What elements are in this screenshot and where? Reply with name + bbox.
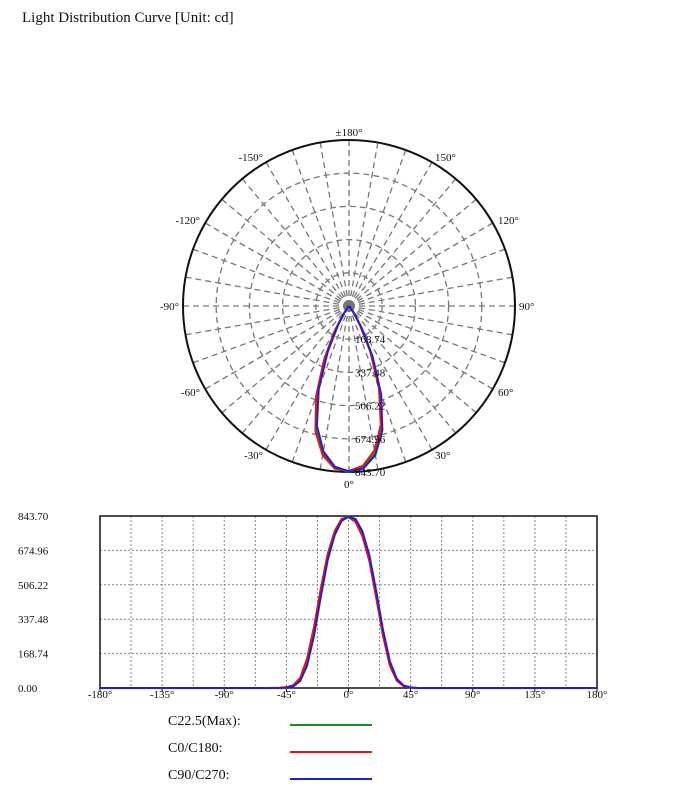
x-tick-label: 0° [344,689,354,701]
polar-ring-label: 674.96 [355,434,386,446]
polar-angle-label: 150° [435,152,456,164]
polar-angle-label: -60° [181,387,200,399]
polar-spoke [348,161,433,307]
x-tick-label: 90° [465,689,480,701]
polar-spoke [265,305,350,451]
polar-spoke [348,142,379,307]
polar-angle-label: 30° [435,450,450,462]
y-tick-label: 168.74 [18,649,49,661]
polar-spoke [348,178,457,307]
polar-spoke [204,222,350,307]
polar-angle-label: -30° [244,450,263,462]
polar-spoke [348,149,407,307]
y-tick-label: 506.22 [18,580,48,592]
polar-spoke [348,305,433,451]
polar-angle-label: -150° [238,152,263,164]
polar-spoke [319,305,350,470]
polar-spoke [348,305,506,364]
polar-spoke [348,198,477,307]
polar-spoke [291,149,350,307]
polar-spoke [319,142,350,307]
polar-spoke [185,305,350,336]
polar-spoke [221,305,350,414]
polar-ring [281,238,417,374]
polar-spoke [348,305,494,390]
polar-spoke [348,305,477,414]
polar-spoke [221,198,350,307]
polar-spoke [348,222,494,307]
chart-title: Light Distribution Curve [Unit: cd] [22,10,234,26]
polar-angle-label: -90° [160,301,179,313]
polar-ring-label: 337.48 [355,367,386,379]
polar-spoke [185,276,350,307]
polar-diagram: 168.74 337.48 506.22 674.96 843.70 ±180° 150° -… [160,127,534,491]
y-tick-label: 843.70 [18,511,49,523]
y-tick-label: 674.96 [18,545,49,557]
y-tick-label: 337.48 [18,614,49,626]
polar-angle-label: 120° [498,215,519,227]
x-tick-label: 45° [403,689,418,701]
polar-ring-label: 168.74 [355,334,386,346]
legend-swatch-c22-5 [290,724,372,726]
x-tick-label: 180° [587,689,608,701]
polar-angle-label: -120° [175,215,200,227]
cartesian-chart: 0.00 168.74 337.48 506.22 674.96 843.70 -180° -… [18,511,608,701]
polar-spoke [348,276,513,307]
polar-spoke [348,305,513,336]
polar-ring-label: 843.70 [355,467,386,479]
polar-spoke [192,248,350,307]
polar-spoke [241,178,350,307]
series-line [100,516,597,689]
polar-spoke [348,305,457,434]
legend-swatch-c0-c180 [290,751,372,753]
polar-spoke [348,305,379,470]
polar-spoke [192,305,350,364]
y-tick-label: 0.00 [18,683,38,695]
polar-spoke [348,248,506,307]
series-line [100,515,597,689]
x-tick-label: -180° [88,689,113,701]
legend-label: C22.5(Max): [168,714,241,729]
polar-series-line [315,305,384,473]
x-tick-label: -45° [277,689,296,701]
x-tick-label: 135° [524,689,545,701]
polar-ring [248,205,450,407]
legend-swatch-c90-c270 [290,778,372,780]
polar-spoke [241,305,350,434]
x-tick-label: -90° [215,689,234,701]
polar-ring-label: 506.22 [355,401,385,413]
polar-angle-label: ±180° [336,127,363,139]
polar-angle-label: 90° [519,301,534,313]
legend-label: C0/C180: [168,741,223,756]
polar-angle-label: 60° [498,387,513,399]
polar-spoke [265,161,350,307]
x-tick-label: -135° [150,689,175,701]
polar-angle-label: 0° [344,479,354,491]
polar-spoke [204,305,350,390]
legend-label: C90/C270: [168,768,230,783]
